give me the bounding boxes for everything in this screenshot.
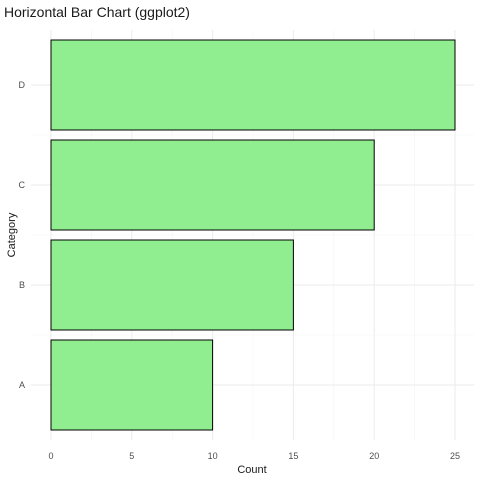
y-axis-title: Category [6, 212, 18, 257]
y-tick-label: B [19, 280, 25, 290]
bar-a [50, 339, 214, 431]
y-tick-label: C [19, 180, 26, 190]
bar-d [50, 39, 456, 131]
bars-group [50, 39, 456, 431]
y-tick-labels: A B C D [19, 80, 26, 390]
x-tick-label: 25 [450, 451, 460, 461]
chart-title: Horizontal Bar Chart (ggplot2) [4, 4, 190, 20]
x-tick-label: 0 [48, 451, 53, 461]
bar-c [50, 139, 375, 231]
x-tick-label: 5 [129, 451, 134, 461]
y-tick-label: D [19, 80, 26, 90]
y-tick-label: A [19, 380, 25, 390]
x-tick-label: 20 [369, 451, 379, 461]
x-tick-label: 10 [208, 451, 218, 461]
x-axis-title: Count [237, 464, 266, 476]
bar-b [50, 239, 294, 331]
x-tick-labels: 0 5 10 15 20 25 [48, 451, 460, 461]
x-tick-label: 15 [288, 451, 298, 461]
